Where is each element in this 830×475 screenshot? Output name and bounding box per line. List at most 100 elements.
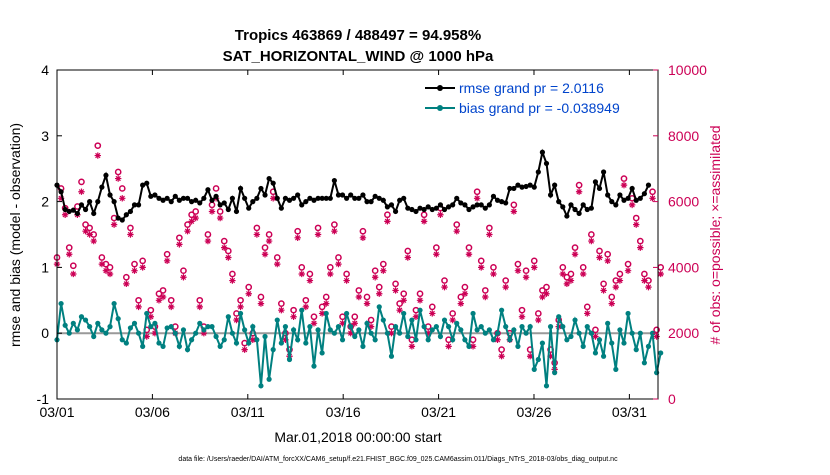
rmse-point	[160, 197, 166, 203]
bias-point	[543, 383, 550, 389]
obs-possible-point	[212, 185, 220, 192]
obs-assimilated-point	[547, 353, 554, 360]
obs-possible-point	[498, 346, 505, 353]
obs-assimilated-point	[522, 274, 530, 281]
obs-assimilated-point	[302, 303, 310, 311]
obs-possible-point	[82, 221, 89, 228]
rmse-point	[254, 195, 260, 201]
y-left-tick-label: 3	[41, 128, 49, 144]
rmse-point	[482, 205, 488, 211]
obs-assimilated-point	[147, 313, 155, 320]
rmse-point	[564, 213, 570, 219]
obs-possible-point	[592, 326, 599, 334]
obs-assimilated-point	[526, 353, 534, 360]
obs-possible-point	[261, 244, 269, 252]
obs-possible-point	[481, 287, 489, 294]
bias-point	[445, 324, 452, 330]
obs-possible-point	[653, 326, 660, 334]
obs-possible-point	[375, 283, 383, 291]
obs-possible-point	[465, 244, 473, 252]
obs-assimilated-point	[412, 313, 420, 320]
rmse-point	[119, 217, 125, 223]
obs-assimilated-point	[612, 283, 620, 291]
rmse-point	[584, 206, 590, 213]
obs-assimilated-point	[143, 333, 150, 340]
bias-point	[135, 330, 142, 336]
bias-point	[307, 324, 313, 330]
obs-assimilated-point	[478, 264, 485, 271]
bias-point	[499, 307, 505, 313]
obs-possible-point	[314, 224, 322, 232]
obs-possible-point	[367, 316, 375, 324]
obs-possible-point	[384, 211, 391, 219]
obs-assimilated-point	[57, 195, 65, 202]
obs-assimilated-point	[298, 270, 305, 278]
rmse-point	[527, 182, 533, 188]
bias-point	[119, 337, 125, 343]
obs-assimilated-point	[314, 231, 322, 238]
y-right-tick-label: 6000	[668, 194, 699, 210]
bias-point	[335, 324, 342, 330]
bias-point	[625, 310, 631, 317]
rmse-point	[450, 202, 456, 208]
obs-possible-point	[69, 262, 77, 270]
rmse-point	[274, 195, 280, 201]
bias-point	[560, 324, 566, 330]
bias-point	[376, 304, 382, 310]
rmse-point	[466, 206, 472, 213]
rmse-point	[588, 205, 594, 211]
obs-assimilated-point	[131, 267, 138, 274]
obs-possible-point	[253, 224, 261, 232]
obs-possible-point	[147, 306, 155, 314]
bias-point	[490, 337, 497, 343]
obs-assimilated-point	[351, 320, 358, 327]
rmse-point	[645, 182, 652, 188]
obs-possible-point	[392, 280, 399, 288]
bias-point	[127, 325, 134, 331]
bias-point	[229, 330, 235, 336]
bias-point	[478, 324, 484, 330]
bias-point	[482, 330, 488, 336]
obs-assimilated-point	[94, 152, 101, 159]
rmse-point	[217, 202, 223, 208]
rmse-point	[494, 197, 501, 203]
bias-point	[519, 324, 525, 330]
obs-possible-point	[131, 260, 138, 268]
rmse-point	[441, 206, 448, 213]
obs-assimilated-point	[253, 231, 261, 238]
bias-point	[364, 320, 370, 326]
obs-possible-point	[575, 181, 583, 189]
obs-possible-point	[322, 293, 330, 301]
rmse-point	[405, 205, 411, 211]
obs-assimilated-point	[114, 175, 122, 182]
obs-possible-point	[180, 267, 187, 275]
rmse-point	[388, 202, 395, 208]
obs-possible-point	[518, 306, 526, 314]
rmse-point	[99, 184, 105, 190]
rmse-point	[156, 195, 162, 201]
obs-assimilated-point	[347, 330, 354, 337]
bias-point	[246, 340, 252, 346]
bias-point	[580, 343, 586, 349]
obs-assimilated-point	[637, 244, 644, 251]
bias-point	[629, 330, 635, 336]
obs-possible-point	[359, 227, 367, 235]
bias-point	[617, 327, 623, 333]
obs-assimilated-point	[168, 303, 175, 311]
bias-point	[164, 325, 170, 331]
bias-point	[392, 324, 399, 330]
bias-point	[417, 307, 423, 313]
obs-possible-point	[220, 237, 228, 245]
bias-point	[547, 324, 554, 330]
rmse-point	[78, 202, 85, 208]
obs-possible-point	[473, 188, 481, 196]
rmse-point	[637, 195, 643, 201]
y-right-tick-label: 2000	[668, 325, 699, 341]
obs-possible-point	[420, 211, 428, 219]
bias-point	[645, 343, 652, 349]
rmse-point	[74, 210, 80, 217]
obs-assimilated-point	[571, 251, 579, 258]
obs-possible-point	[265, 231, 273, 238]
obs-assimilated-point	[367, 323, 375, 330]
